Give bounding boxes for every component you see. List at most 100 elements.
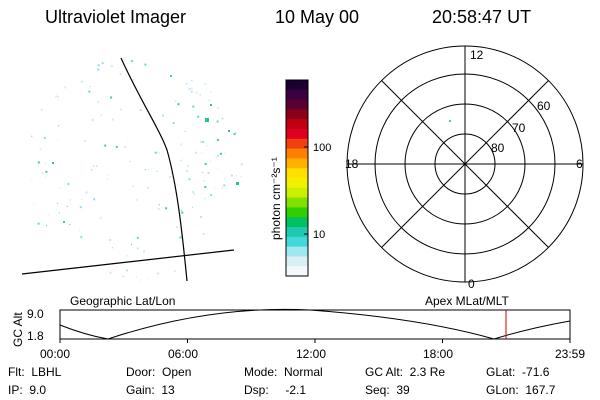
apex-mlt-title: Apex MLat/MLT <box>425 294 509 308</box>
emission-blob <box>205 118 209 122</box>
emission-speckle <box>67 183 70 185</box>
colorbar-band <box>286 129 308 140</box>
emission-speckle <box>110 96 113 99</box>
emission-speckle <box>57 96 59 98</box>
emission-speckle <box>119 73 122 76</box>
emission-speckle <box>44 162 46 164</box>
emission-speckle <box>63 221 65 223</box>
emission-speckle <box>210 193 213 196</box>
emission-speckle <box>143 250 146 253</box>
emission-speckle <box>88 90 91 93</box>
colorbar-band <box>286 148 308 159</box>
emission-speckle <box>169 176 172 178</box>
emission-speckle <box>140 279 142 281</box>
x-label-2359: 23:59 <box>555 347 585 361</box>
auroral-image <box>21 57 243 282</box>
emission-speckle <box>216 120 219 123</box>
emission-speckle <box>173 269 176 272</box>
emission-speckle <box>126 255 128 257</box>
emission-speckle <box>224 178 226 180</box>
emission-speckle <box>201 171 203 173</box>
emission-speckle <box>57 140 59 142</box>
colorbar-frame <box>285 79 309 277</box>
emission-speckle <box>66 205 68 207</box>
emission-speckle <box>112 247 113 249</box>
altitude-frame <box>59 309 571 340</box>
emission-speckle <box>180 143 183 146</box>
emission-speckle <box>81 199 83 201</box>
emission-speckle <box>162 114 164 117</box>
emission-speckle <box>192 105 195 108</box>
glon-value: GLon: 167.7 <box>486 383 556 397</box>
emission-speckle <box>179 102 180 104</box>
emission-speckle <box>165 207 168 210</box>
emission-speckle <box>192 125 194 126</box>
emission-speckle <box>181 157 183 159</box>
emission-speckle <box>129 160 131 162</box>
emission-speckle <box>230 174 233 177</box>
emission-speckle <box>125 269 128 272</box>
emission-speckle <box>93 165 94 167</box>
emission-speckle <box>221 187 223 189</box>
emission-speckle <box>75 247 77 249</box>
emission-speckle <box>40 108 43 111</box>
emission-speckle <box>136 247 139 250</box>
emission-speckle <box>84 192 86 194</box>
altitude-axis-label: GC Alt <box>11 312 25 347</box>
x-label-0600: 06:00 <box>168 347 198 361</box>
emission-speckle <box>45 170 48 173</box>
emission-speckle <box>210 91 212 93</box>
emission-blob <box>228 130 230 132</box>
emission-speckle <box>191 79 193 81</box>
emission-speckle <box>131 60 134 63</box>
emission-speckle <box>181 211 184 214</box>
emission-speckle <box>83 139 86 142</box>
emission-speckle <box>216 154 219 157</box>
emission-speckle <box>136 236 139 239</box>
colorbar-label-100: 100 <box>313 142 331 154</box>
mode-value: Mode: Normal <box>244 365 323 379</box>
emission-speckle <box>55 95 57 97</box>
emission-speckle <box>97 68 100 71</box>
emission-speckle <box>156 170 158 172</box>
emission-speckle <box>188 178 191 181</box>
emission-speckle <box>195 91 198 94</box>
emission-speckle <box>219 152 222 155</box>
colorbar-band <box>286 158 308 169</box>
emission-speckle <box>37 161 40 164</box>
altitude-tick-9: 9.0 <box>27 307 44 321</box>
emission-speckle <box>204 186 207 188</box>
emission-speckle <box>240 176 242 178</box>
lat-label-70: 70 <box>512 121 526 135</box>
x-label-1800: 18:00 <box>423 347 453 361</box>
emission-speckle <box>216 188 218 190</box>
emission-speckle <box>57 98 59 100</box>
colorbar-band <box>286 168 308 179</box>
emission-speckle <box>58 125 60 127</box>
emission-speckle <box>109 271 112 274</box>
emission-speckle <box>112 118 114 121</box>
emission-speckle <box>186 170 189 173</box>
emission-speckle <box>33 203 34 205</box>
emission-speckle <box>194 151 197 154</box>
emission-speckle <box>109 239 112 241</box>
instrument-title: Ultraviolet Imager <box>45 7 187 27</box>
emission-speckle <box>204 83 206 85</box>
colorbar <box>285 79 309 277</box>
colorbar-band <box>286 80 308 91</box>
emission-speckle <box>217 107 220 110</box>
emission-speckle <box>233 133 236 136</box>
colorbar-band <box>286 119 308 130</box>
emission-speckle <box>157 151 160 154</box>
emission-speckle <box>177 103 180 106</box>
emission-speckle <box>115 145 118 148</box>
emission-speckle <box>196 117 197 119</box>
emission-speckle <box>236 175 238 177</box>
emission-speckle <box>106 178 108 180</box>
emission-speckle <box>139 109 142 111</box>
emission-speckle <box>192 206 193 208</box>
emission-speckle <box>188 88 191 91</box>
emission-speckle <box>80 236 83 239</box>
emission-speckle <box>91 119 94 121</box>
